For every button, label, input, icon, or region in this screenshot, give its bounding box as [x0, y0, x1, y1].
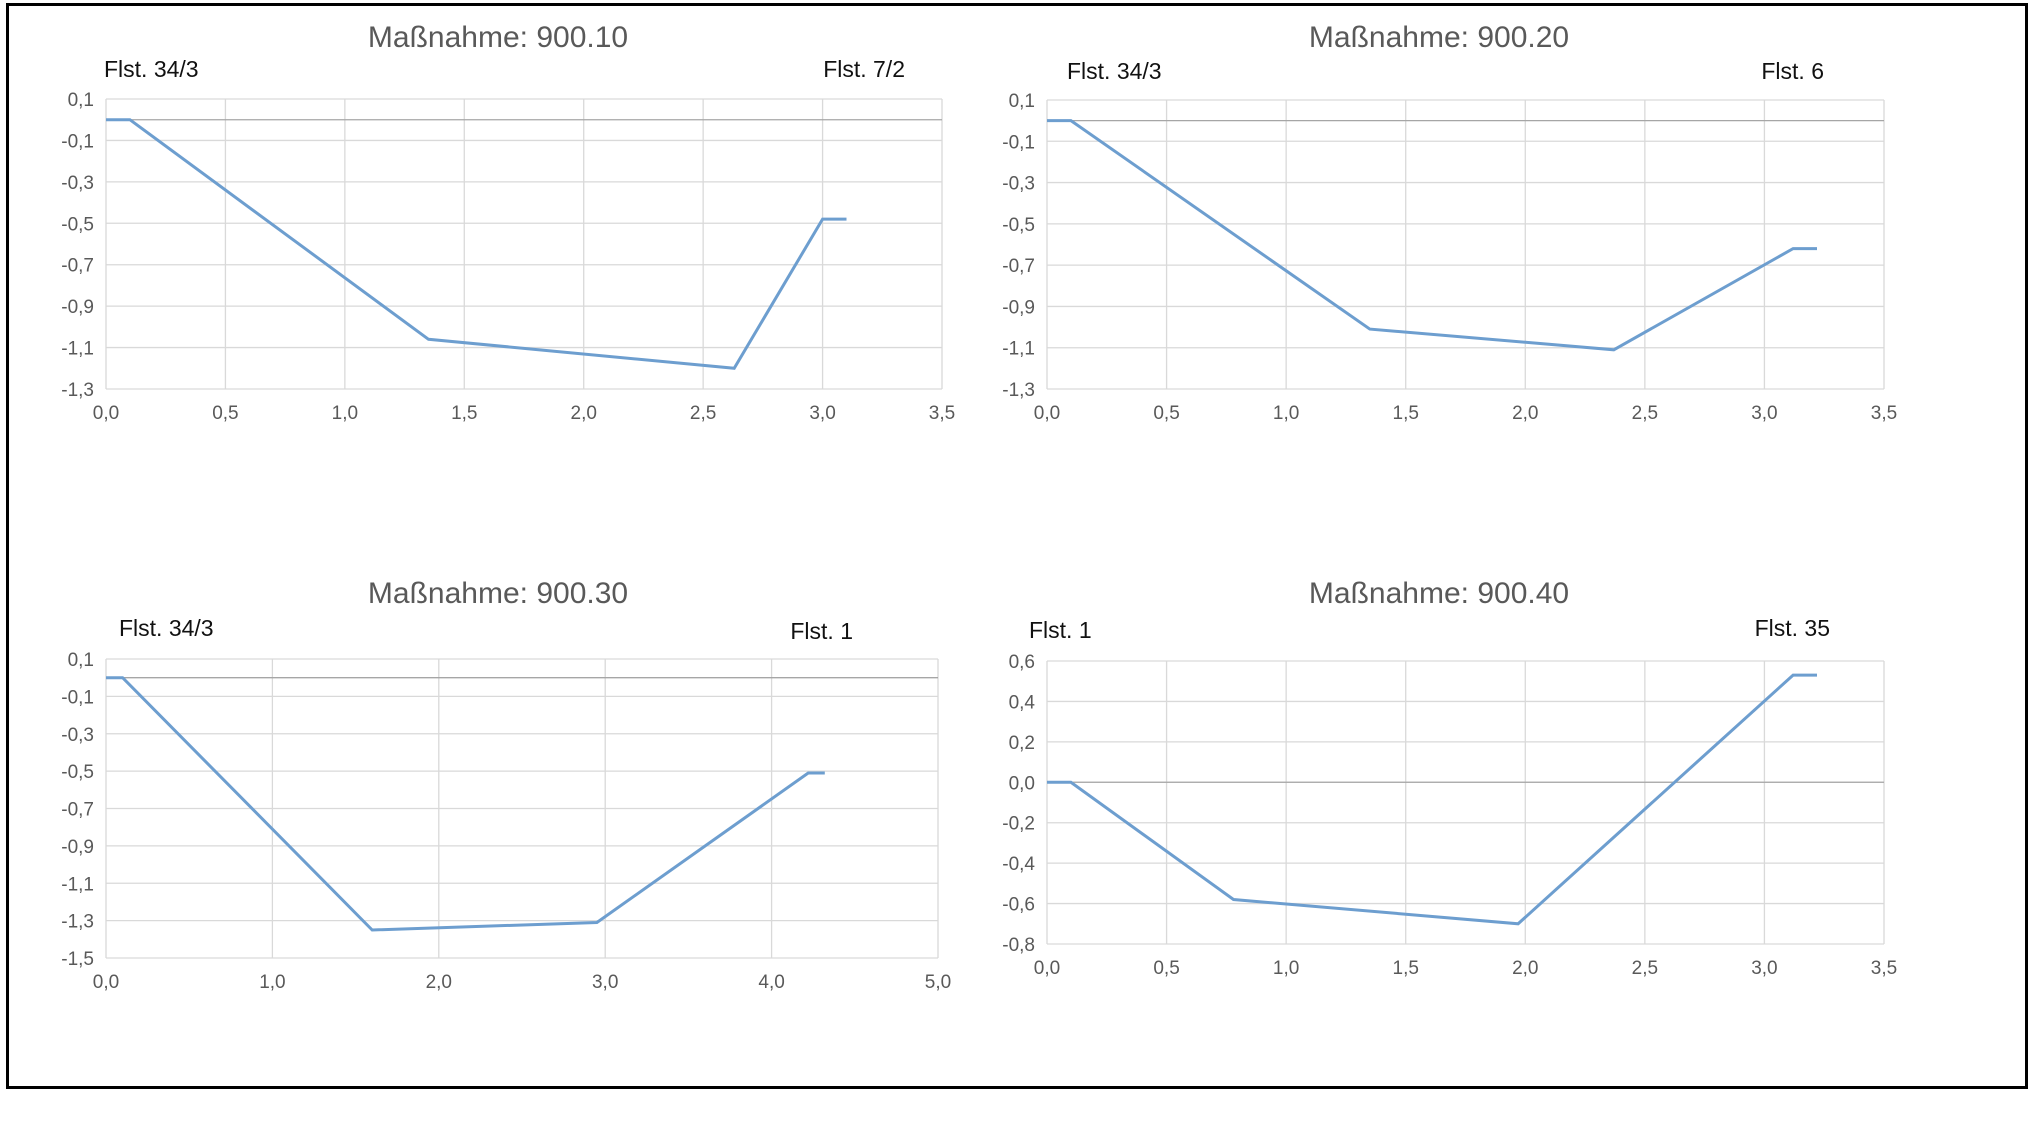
y-tick-label: -0,1: [61, 131, 94, 152]
x-tick-label: 1,5: [1393, 403, 1419, 424]
x-tick-label: 2,5: [690, 403, 716, 424]
y-tick-label: -0,9: [61, 297, 94, 318]
x-tick-label: 4,0: [758, 972, 784, 993]
y-tick-label: -1,3: [61, 380, 94, 401]
x-tick-label: 3,5: [1871, 403, 1897, 424]
y-tick-label: -1,1: [61, 874, 94, 895]
y-tick-label: -1,1: [61, 339, 94, 360]
y-tick-label: -1,3: [61, 912, 94, 933]
chart-title: Maßnahme: 900.40: [1309, 577, 1569, 610]
left-end-label: Flst. 34/3: [1067, 58, 1162, 84]
y-tick-label: -1,5: [61, 949, 94, 970]
y-tick-label: -0,1: [61, 687, 94, 708]
x-tick-label: 2,5: [1632, 958, 1658, 979]
x-tick-label: 0,0: [1034, 958, 1060, 979]
y-tick-label: -0,4: [1002, 854, 1035, 875]
chart-panel-massnahme-900-40: 0,0 0,5 1,0 1,5 2,0 2,5 3,0 3,5 0,6 0,4 0,2 0,0 -0,2…: [1002, 568, 2014, 1123]
left-end-label: Flst. 34/3: [119, 615, 214, 641]
x-tick-label: 1,5: [451, 403, 477, 424]
y-tick-label: -1,3: [1002, 380, 1035, 401]
series-line: [1047, 119, 1817, 352]
y-tick-label: -0,7: [61, 256, 94, 277]
x-tick-label: 0,5: [1153, 403, 1179, 424]
x-tick-label: 0,5: [212, 403, 238, 424]
chart-title: Maßnahme: 900.10: [368, 21, 628, 54]
x-tick-label: 1,0: [1273, 958, 1299, 979]
x-tick-label: 0,0: [93, 403, 119, 424]
x-tick-label: 3,0: [592, 972, 618, 993]
y-tick-label: -0,3: [1002, 174, 1035, 195]
chart-title: Maßnahme: 900.30: [368, 577, 628, 610]
y-tick-label: -0,1: [1002, 132, 1035, 153]
y-tick-label: -0,6: [1002, 895, 1035, 916]
chart-panel-massnahme-900-20: 0,0 0,5 1,0 1,5 2,0 2,5 3,0 3,5 0,1 -0,1 -0,3 -0,5 -…: [1002, 12, 2014, 567]
x-tick-label: 2,0: [1512, 958, 1538, 979]
y-tick-label: -0,3: [61, 725, 94, 746]
right-end-label: Flst. 1: [790, 618, 853, 644]
chart-title: Maßnahme: 900.20: [1309, 21, 1569, 54]
y-tick-label: 0,4: [1009, 692, 1036, 713]
x-tick-label: 2,0: [1512, 403, 1538, 424]
x-tick-label: 0,0: [1034, 403, 1060, 424]
chart-panel-massnahme-900-30: 0,0 1,0 2,0 3,0 4,0 5,0 0,1 -0,1 -0,3 -0,5 -0,7 -0,…: [61, 568, 1069, 1123]
x-tick-label: 3,5: [929, 403, 955, 424]
chart-svg: 0,0 0,5 1,0 1,5 2,0 2,5 3,0 3,5 0,1 -0,1 -0,3 -0,5 -…: [61, 21, 955, 424]
chart-svg: 0,0 0,5 1,0 1,5 2,0 2,5 3,0 3,5 0,1 -0,1 -0,3 -0,5 -…: [1002, 21, 1897, 424]
chart-svg: 0,0 0,5 1,0 1,5 2,0 2,5 3,0 3,5 0,6 0,4 0,2 0,0 -0,2…: [1002, 577, 1897, 979]
series-line: [1047, 673, 1817, 926]
x-tick-label: 0,5: [1153, 958, 1179, 979]
y-tick-label: -0,9: [1002, 297, 1035, 318]
y-tick-label: 0,0: [1009, 773, 1035, 794]
chart-panel-massnahme-900-10: 0,0 0,5 1,0 1,5 2,0 2,5 3,0 3,5 0,1 -0,1 -0,3 -0,5 -…: [61, 12, 1069, 567]
x-tick-label: 1,0: [259, 972, 285, 993]
y-tick-label: -0,7: [61, 800, 94, 821]
series-line: [106, 118, 847, 370]
x-tick-label: 3,0: [1751, 403, 1777, 424]
x-tick-label: 5,0: [925, 972, 951, 993]
x-tick-label: 2,0: [426, 972, 452, 993]
x-tick-label: 1,0: [332, 403, 358, 424]
y-tick-label: -0,8: [1002, 935, 1035, 956]
x-tick-label: 2,5: [1632, 403, 1658, 424]
x-tick-label: 3,0: [1751, 958, 1777, 979]
y-tick-label: -0,7: [1002, 256, 1035, 277]
left-end-label: Flst. 34/3: [104, 56, 199, 82]
chart-svg: 0,0 1,0 2,0 3,0 4,0 5,0 0,1 -0,1 -0,3 -0,5 -0,7 -0,…: [61, 577, 951, 993]
x-tick-label: 1,5: [1393, 958, 1419, 979]
y-tick-label: -0,3: [61, 173, 94, 194]
y-tick-label: 0,1: [68, 650, 94, 671]
y-tick-label: -0,2: [1002, 814, 1035, 835]
right-end-label: Flst. 7/2: [823, 56, 905, 82]
y-tick-label: 0,1: [68, 90, 94, 111]
y-tick-label: 0,2: [1009, 733, 1035, 754]
x-tick-label: 3,5: [1871, 958, 1897, 979]
x-tick-label: 2,0: [571, 403, 597, 424]
x-tick-label: 3,0: [809, 403, 835, 424]
y-tick-label: -0,5: [61, 762, 94, 783]
x-tick-label: 1,0: [1273, 403, 1299, 424]
left-end-label: Flst. 1: [1029, 617, 1092, 643]
y-tick-label: -1,1: [1002, 339, 1035, 360]
figure-frame: 0,0 0,5 1,0 1,5 2,0 2,5 3,0 3,5 0,1 -0,1 -0,3 -0,5 -…: [6, 3, 2028, 1089]
y-tick-label: -0,9: [61, 837, 94, 858]
y-tick-label: -0,5: [61, 214, 94, 235]
series-line: [106, 676, 825, 932]
right-end-label: Flst. 6: [1761, 58, 1824, 84]
x-tick-label: 0,0: [93, 972, 119, 993]
y-tick-label: 0,1: [1009, 91, 1035, 112]
right-end-label: Flst. 35: [1755, 615, 1830, 641]
y-tick-label: 0,6: [1009, 652, 1035, 673]
y-tick-label: -0,5: [1002, 215, 1035, 236]
